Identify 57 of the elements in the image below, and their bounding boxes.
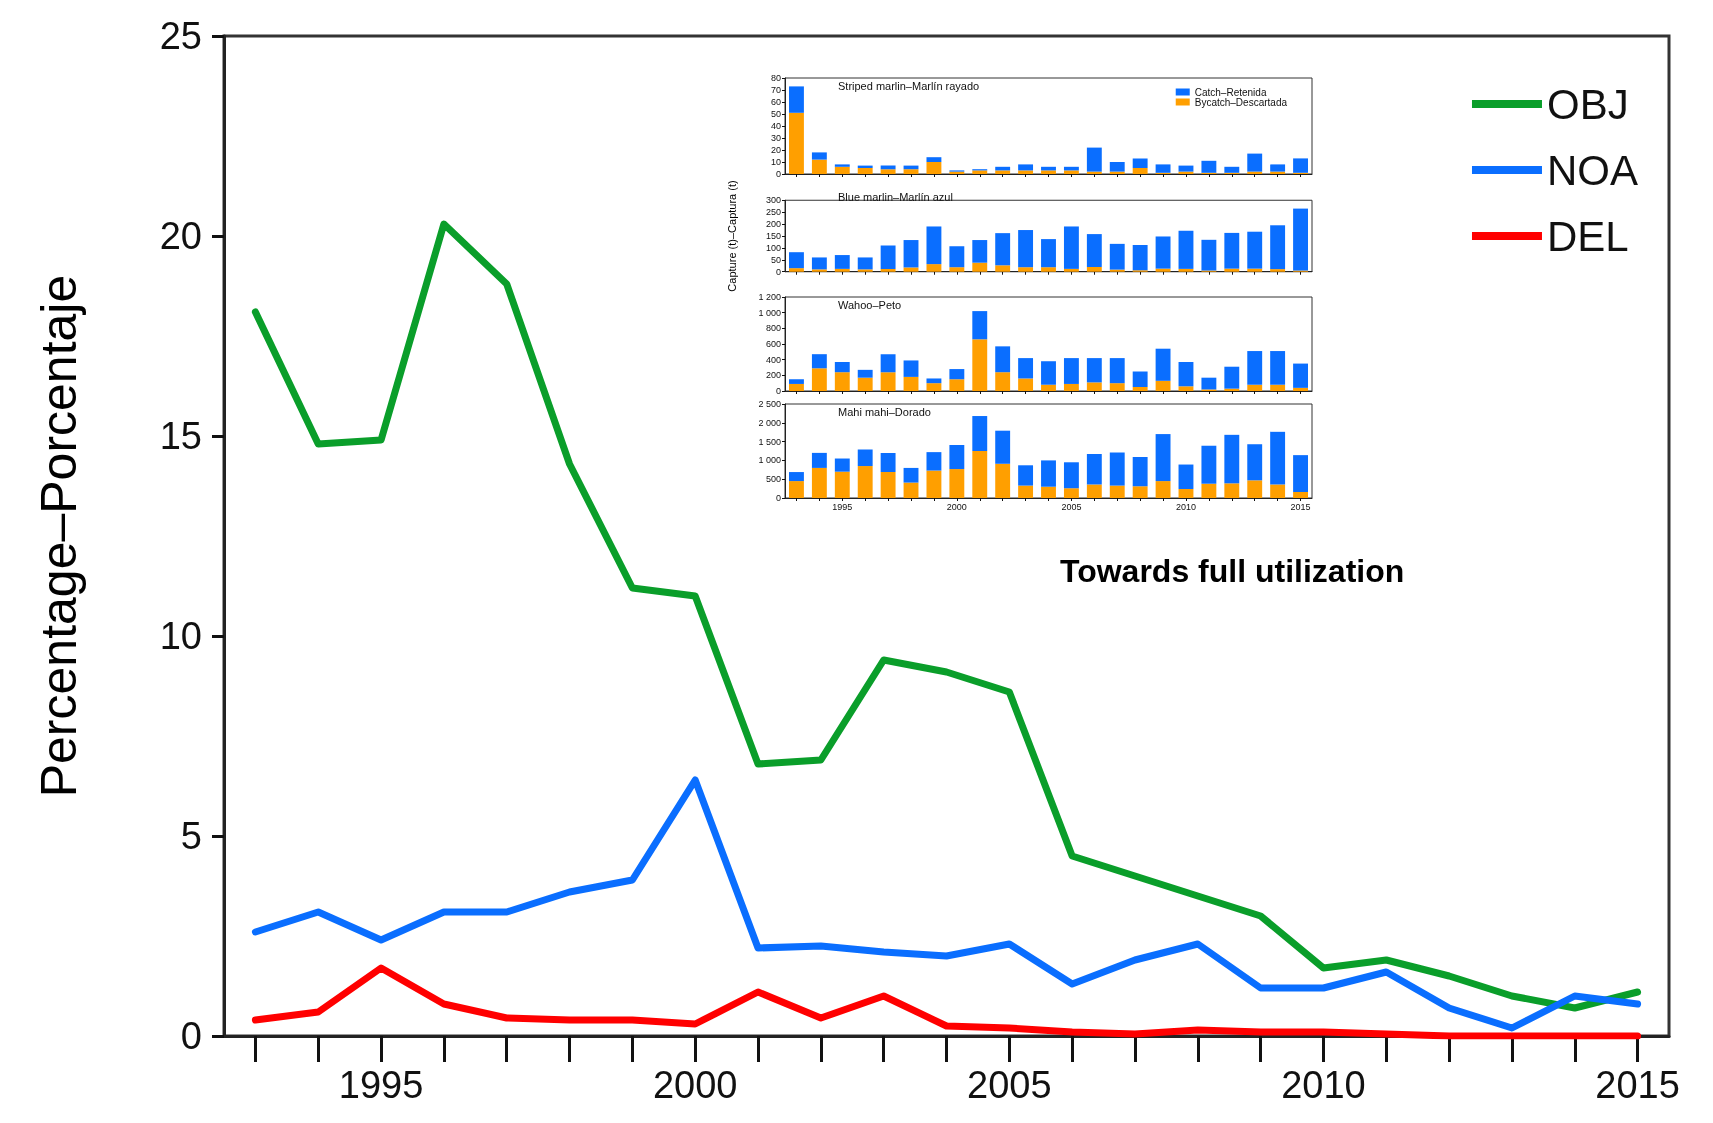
- legend-label: Bycatch–Descartada: [1194, 96, 1288, 108]
- y-tick-label: 5: [180, 815, 202, 857]
- y-tick-label: 40: [770, 121, 781, 131]
- legend-label: DEL: [1546, 212, 1629, 260]
- y-tick-label: 250: [765, 207, 781, 218]
- y-tick-label: 1 000: [758, 307, 781, 318]
- y-tick-label: 15: [159, 415, 202, 457]
- x-tick-label: 2015: [1595, 1064, 1680, 1106]
- x-tick-label: 2000: [652, 1064, 738, 1106]
- y-tick-label: 300: [765, 195, 781, 206]
- y-tick-label: 1 200: [758, 292, 781, 302]
- y-tick-label: 10: [770, 157, 781, 167]
- y-tick-label: 80: [770, 73, 781, 83]
- y-axis-title: Capture (t)–Captura (t): [725, 180, 738, 292]
- chart-title: Striped marlin–Marlín rayado: [838, 79, 980, 92]
- y-tick-label: 0: [775, 386, 781, 396]
- x-tick-label: 2010: [1175, 501, 1196, 512]
- y-tick-label: 500: [765, 474, 781, 485]
- chart-title: Mahi mahi–Dorado: [838, 405, 931, 418]
- x-tick-label: 2015: [1290, 501, 1311, 512]
- annotation: Towards full utilization: [1060, 553, 1405, 589]
- y-tick-label: 70: [770, 85, 781, 95]
- y-tick-label: 30: [770, 133, 781, 143]
- y-tick-label: 0: [775, 169, 781, 179]
- x-tick-label: 2010: [1281, 1064, 1366, 1106]
- y-tick-label: 50: [770, 109, 781, 119]
- y-tick-label: 0: [775, 266, 781, 277]
- chart-title: Wahoo–Peto: [838, 298, 902, 311]
- y-tick-label: 800: [765, 323, 781, 334]
- y-tick-label: 0: [180, 1015, 202, 1057]
- y-tick-label: 1 000: [758, 455, 781, 466]
- legend-label: Catch–Retenida: [1194, 86, 1267, 98]
- chart-title: Blue marlin–Marlín azul: [838, 190, 953, 203]
- y-tick-label: 50: [770, 254, 781, 265]
- x-tick-label: 2000: [946, 501, 967, 512]
- x-tick-label: 2005: [967, 1064, 1052, 1106]
- legend-label: NOA: [1546, 146, 1638, 194]
- y-tick-label: 600: [765, 339, 781, 349]
- y-tick-label: 100: [765, 242, 781, 253]
- y-tick-label: 400: [765, 354, 781, 365]
- y-tick-label: 20: [159, 215, 202, 257]
- y-tick-label: 1 500: [758, 436, 781, 447]
- y-tick-label: 2 000: [758, 417, 781, 428]
- y-tick-label: 0: [775, 493, 781, 503]
- y-tick-label: 2 500: [758, 399, 781, 409]
- y-tick-label: 200: [765, 370, 781, 381]
- x-tick-label: 1995: [338, 1064, 424, 1106]
- y-axis-title: Percentage–Porcentaje: [31, 274, 87, 798]
- legend-label: OBJ: [1546, 80, 1629, 128]
- x-tick-label: 2005: [1061, 501, 1082, 512]
- y-tick-label: 20: [770, 145, 781, 155]
- y-tick-label: 150: [765, 231, 781, 241]
- y-tick-label: 60: [770, 97, 781, 107]
- y-tick-label: 25: [159, 15, 202, 57]
- y-tick-label: 200: [765, 219, 781, 230]
- x-tick-label: 1995: [832, 501, 853, 512]
- y-tick-label: 10: [159, 615, 202, 657]
